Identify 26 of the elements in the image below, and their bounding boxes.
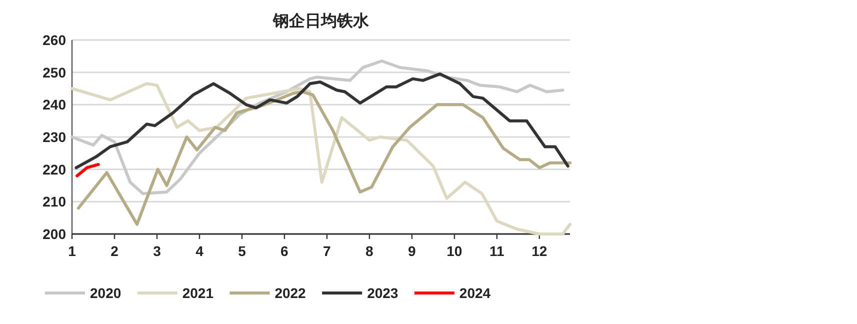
x-tick-label: 6 [280, 243, 289, 259]
legend-label: 2021 [182, 285, 214, 301]
x-tick-label: 10 [446, 243, 462, 259]
y-tick-label: 210 [42, 194, 66, 210]
x-tick-label: 1 [68, 243, 76, 259]
x-tick-label: 12 [532, 243, 548, 259]
legend-label: 2022 [274, 285, 306, 301]
y-tick-label: 200 [42, 226, 66, 242]
y-tick-label: 260 [42, 32, 66, 48]
x-tick-label: 8 [366, 243, 374, 259]
x-tick-label: 5 [238, 243, 246, 259]
y-tick-label: 250 [42, 64, 66, 80]
line-series [74, 72, 570, 170]
x-tick-label: 3 [153, 243, 162, 259]
y-tick-label: 240 [42, 96, 66, 113]
x-tick-label: 7 [323, 243, 332, 259]
x-tick-label: 2 [110, 243, 119, 259]
x-tick-label: 11 [490, 243, 505, 259]
y-tick-label: 230 [42, 129, 66, 145]
x-tick-label: 4 [196, 243, 204, 259]
legend-label: 2020 [90, 285, 122, 301]
legend-label: 2024 [459, 285, 491, 301]
y-tick-label: 220 [42, 161, 66, 178]
x-tick-label: 9 [408, 243, 416, 259]
chart-title: 钢企日均铁水 [272, 11, 370, 30]
legend-label: 2023 [367, 285, 398, 301]
